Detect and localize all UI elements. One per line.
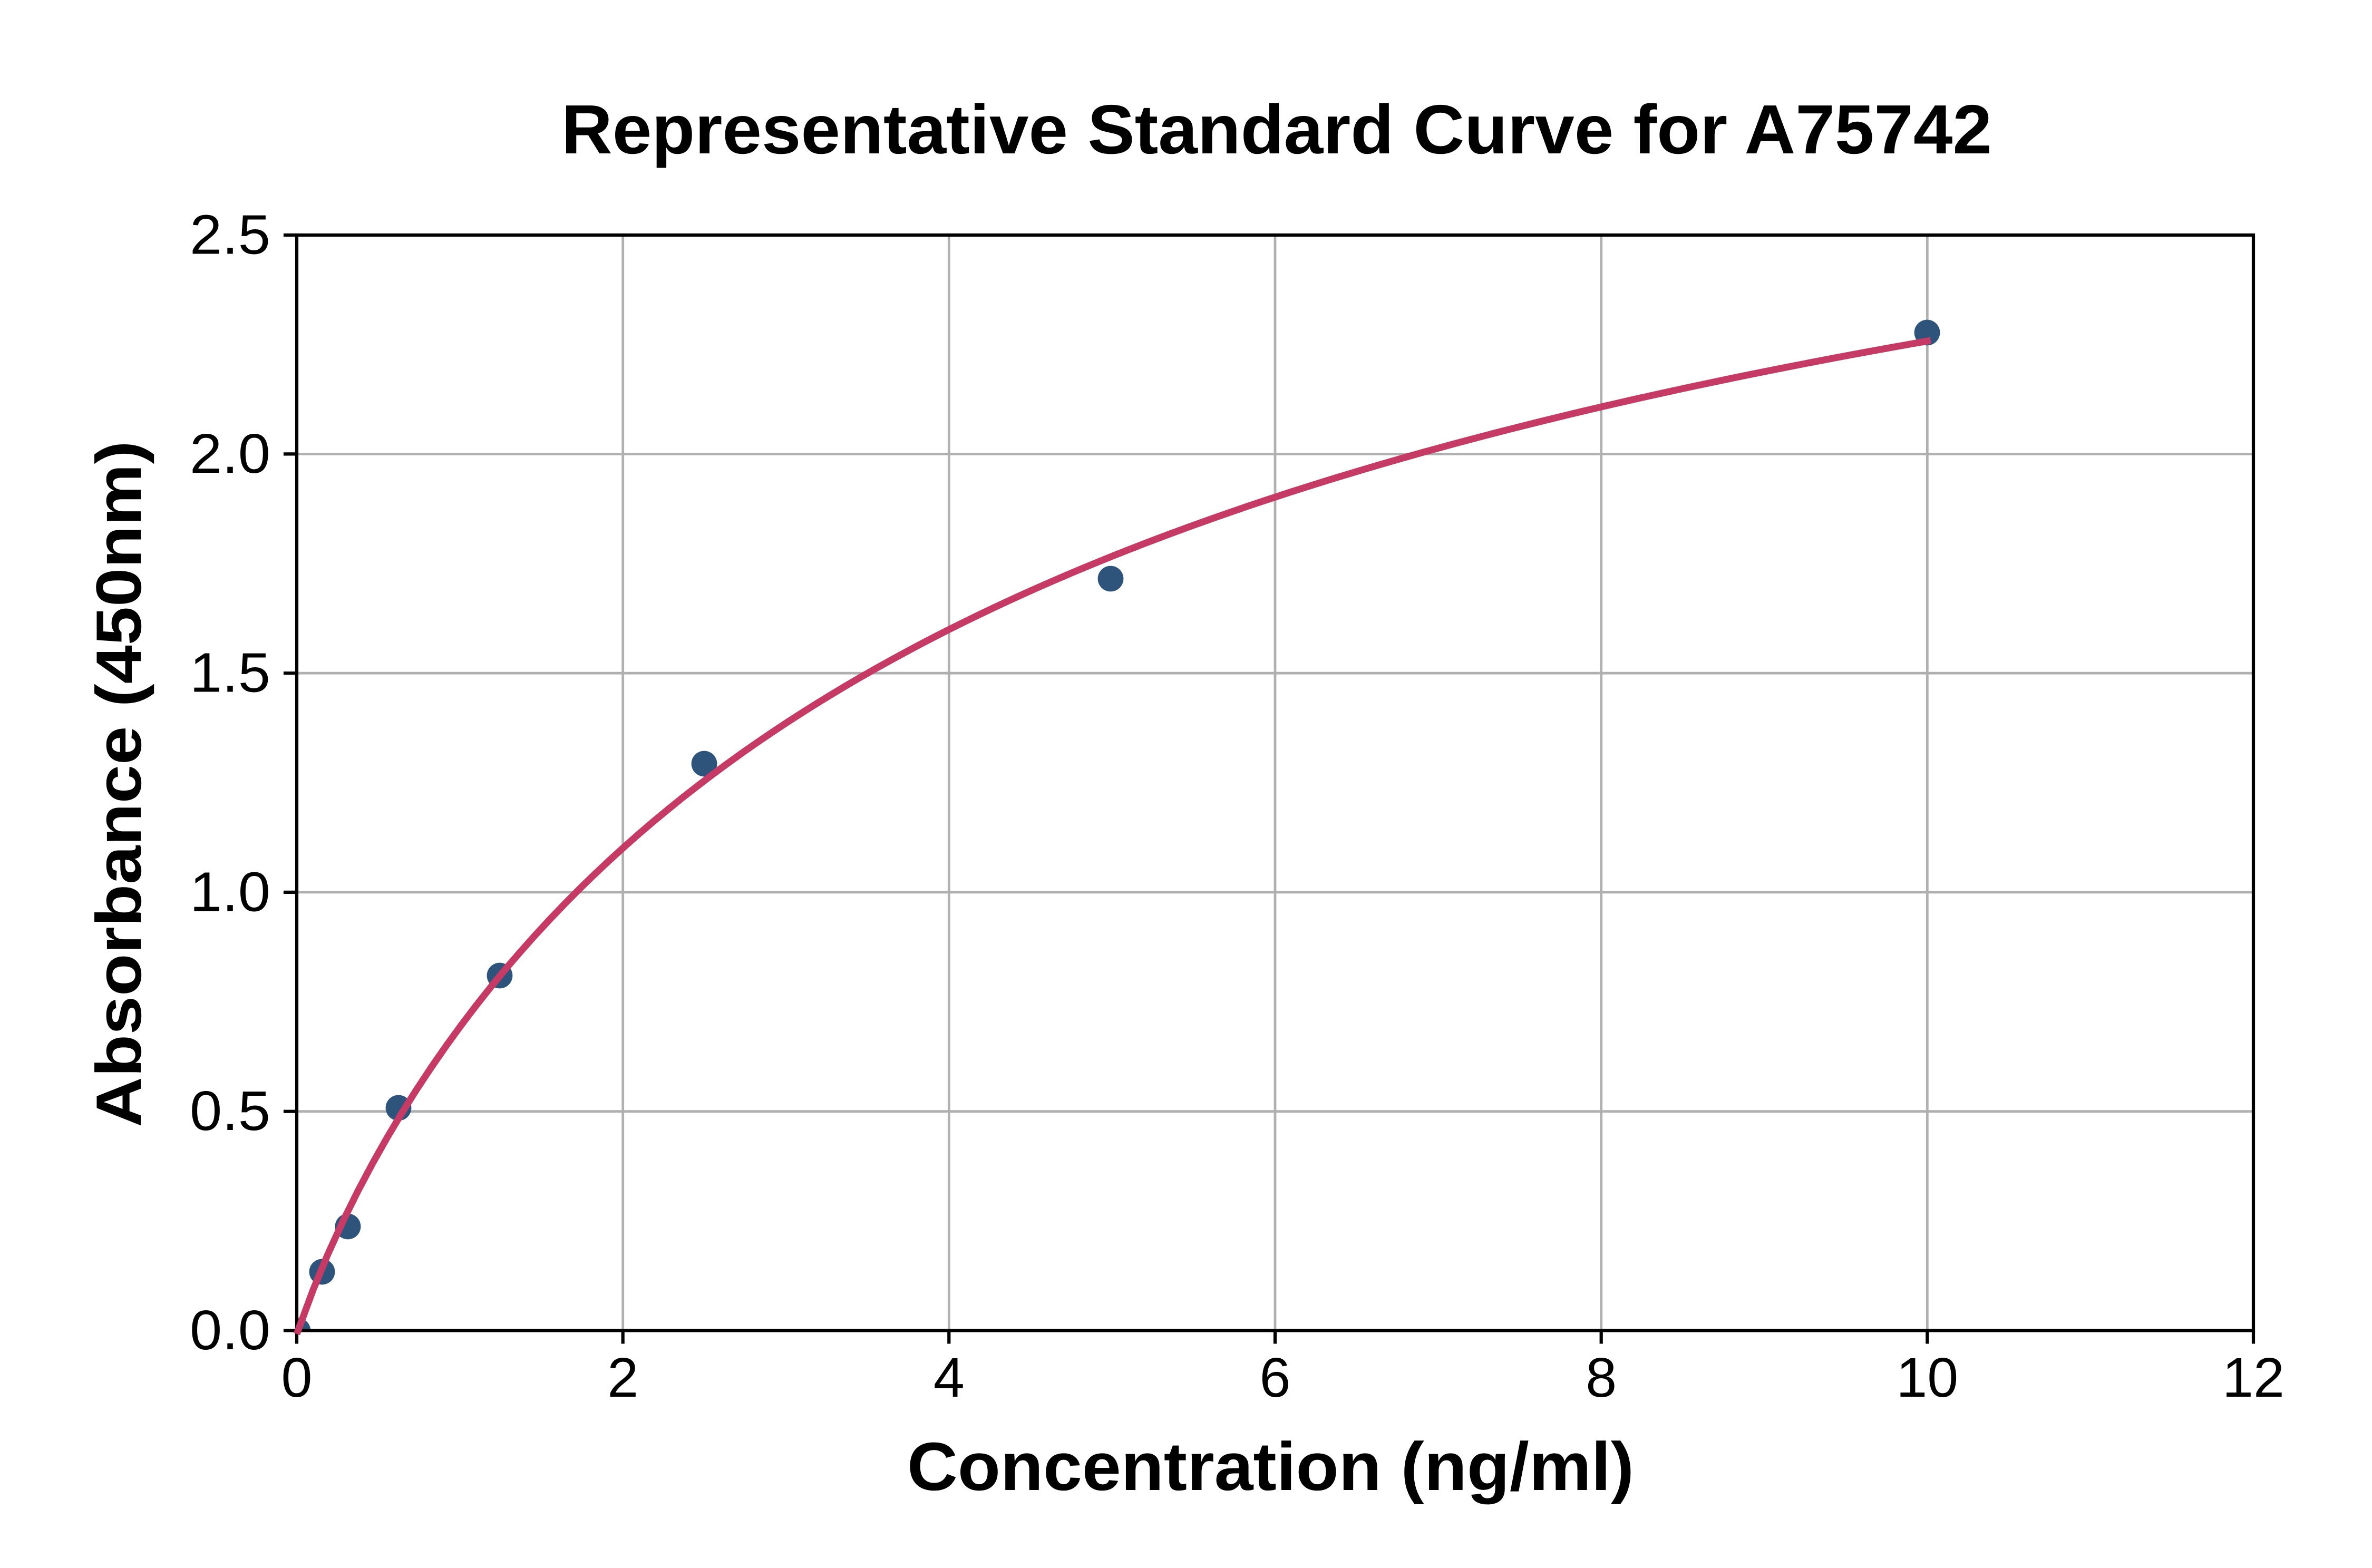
svg-text:10: 10	[1896, 1347, 1958, 1409]
svg-text:1.5: 1.5	[190, 642, 270, 704]
svg-text:0.0: 0.0	[190, 1299, 270, 1361]
svg-text:2.0: 2.0	[190, 423, 270, 485]
svg-text:Absorbance (450nm): Absorbance (450nm)	[83, 441, 154, 1127]
svg-text:2: 2	[607, 1347, 638, 1409]
svg-text:2.5: 2.5	[190, 204, 270, 266]
svg-text:0: 0	[281, 1347, 313, 1409]
svg-text:12: 12	[2222, 1347, 2284, 1409]
svg-text:Concentration (ng/ml): Concentration (ng/ml)	[907, 1429, 1634, 1505]
svg-text:8: 8	[1586, 1347, 1617, 1409]
svg-text:4: 4	[934, 1347, 965, 1409]
svg-text:Representative Standard Curve: Representative Standard Curve for A75742	[561, 91, 1992, 168]
svg-text:1.0: 1.0	[190, 861, 270, 923]
svg-text:6: 6	[1260, 1347, 1291, 1409]
svg-text:0.5: 0.5	[190, 1080, 270, 1142]
